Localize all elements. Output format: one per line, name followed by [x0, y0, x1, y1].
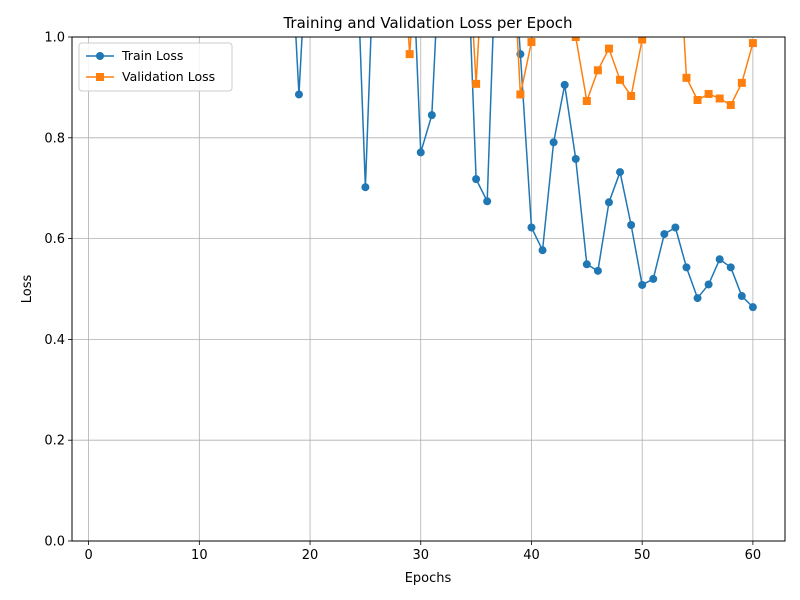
train-loss-point	[582, 260, 591, 269]
validation-loss-point	[472, 79, 481, 88]
legend-train-label: Train Loss	[121, 48, 183, 63]
train-loss-point	[416, 148, 425, 157]
train-loss-point	[483, 197, 492, 206]
x-tick-label: 50	[634, 548, 651, 563]
legend-validation-marker	[96, 73, 104, 81]
train-loss-point	[638, 280, 647, 289]
ticks: 0 10 20 30 40 50 60 0.0 0.2 0.4 0.6 0.8 1.0	[44, 31, 761, 564]
validation-loss-point	[638, 37, 647, 44]
series-layer	[294, 37, 757, 312]
validation-loss-point	[405, 50, 414, 59]
train-loss-point	[593, 266, 602, 275]
x-tick-label: 0	[84, 548, 92, 563]
train-loss-point	[294, 90, 303, 99]
validation-loss-point	[616, 75, 625, 84]
y-tick-label: 0.8	[44, 131, 65, 146]
train-loss-point	[737, 292, 746, 301]
validation-loss-point	[582, 97, 591, 106]
train-loss-point	[726, 263, 735, 272]
x-tick-label: 40	[523, 548, 540, 563]
legend-validation-label: Validation Loss	[122, 69, 215, 84]
validation-loss-point	[604, 44, 613, 53]
train-loss-point	[560, 80, 569, 89]
train-loss-point	[748, 303, 757, 312]
validation-loss-point	[682, 73, 691, 82]
legend: Train Loss Validation Loss	[78, 42, 233, 92]
y-axis-label: Loss	[20, 275, 35, 304]
x-tick-label: 20	[302, 548, 319, 563]
train-loss-point	[361, 183, 370, 192]
validation-loss-point	[593, 66, 602, 75]
train-loss-point	[604, 198, 613, 207]
y-tick-label: 1.0	[44, 31, 65, 46]
validation-loss-point	[527, 38, 536, 47]
y-tick-label: 0.2	[44, 434, 65, 449]
x-tick-label: 60	[745, 548, 762, 563]
validation-loss-point	[737, 78, 746, 87]
x-tick-label: 30	[412, 548, 429, 563]
train-loss-point	[627, 220, 636, 229]
train-loss-point	[538, 246, 547, 255]
train-loss-point	[715, 255, 724, 264]
legend-train-marker	[96, 52, 104, 60]
validation-loss-point	[627, 91, 636, 100]
plot-area	[72, 37, 785, 541]
validation-loss-point	[571, 37, 580, 41]
train-loss-point	[704, 280, 713, 289]
validation-loss-point	[726, 101, 735, 110]
validation-loss-point	[748, 39, 757, 48]
plot-frame	[71, 36, 786, 542]
train-loss-point	[527, 223, 536, 232]
y-tick-label: 0.4	[44, 333, 65, 348]
train-loss-point	[671, 223, 680, 232]
train-loss-point	[549, 138, 558, 147]
validation-loss-point	[704, 89, 713, 98]
legend-box	[78, 42, 233, 92]
train-loss-point	[472, 175, 481, 184]
train-loss-point	[616, 168, 625, 177]
validation-loss-point	[693, 96, 702, 104]
y-tick-label: 0.0	[44, 535, 65, 550]
train-loss-point	[682, 263, 691, 272]
x-tick-label: 10	[191, 548, 208, 563]
train-loss-point	[660, 230, 669, 239]
validation-loss-point	[516, 90, 525, 99]
train-loss-point	[427, 111, 436, 120]
train-loss-point	[649, 274, 658, 283]
validation-loss-point	[715, 94, 724, 103]
chart-title: Training and Validation Loss per Epoch	[282, 14, 572, 32]
train-loss-point	[693, 294, 702, 303]
train-loss-point	[571, 154, 580, 163]
y-tick-label: 0.6	[44, 232, 65, 247]
x-axis-label: Epochs	[405, 571, 452, 586]
